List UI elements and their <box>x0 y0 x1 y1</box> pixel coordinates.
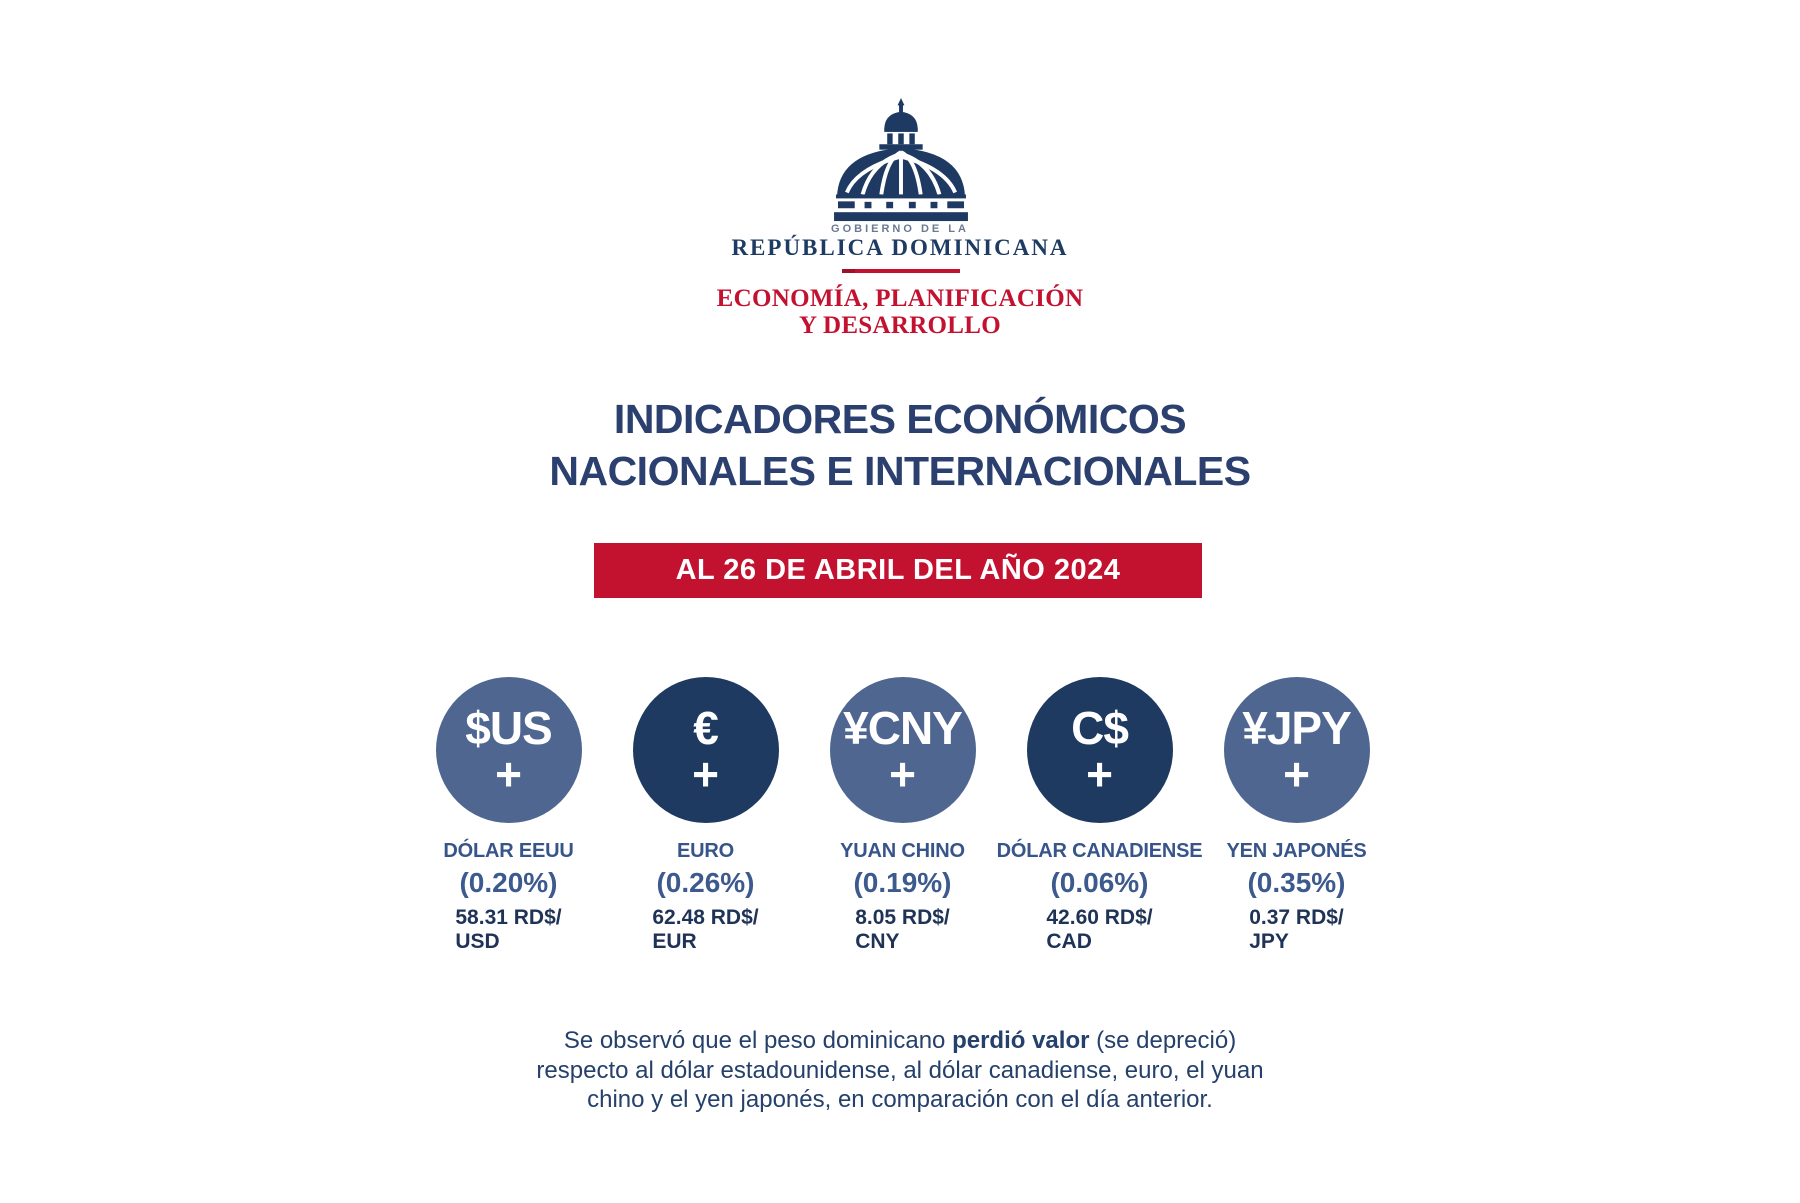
currency-rate: 8.05 RD$/ CNY <box>855 906 950 953</box>
brand-divider <box>842 269 960 273</box>
currency-name: YEN JAPONÉS <box>1226 840 1367 862</box>
currency-change-percent: (0.26%) <box>656 867 755 898</box>
currency-rate-value: 42.60 RD$/ <box>1046 906 1153 929</box>
summary-line: Se observó que el peso dominicano perdió… <box>563 1027 1237 1054</box>
page-title: INDICADORES ECONÓMICOS NACIONALES E INTE… <box>0 393 1800 497</box>
date-banner-label: AL 26 DE ABRIL DEL AÑO 2024 <box>675 554 1121 586</box>
currency-circle: $US + <box>435 677 582 823</box>
summary-paragraph: Se observó que el peso dominicano perdió… <box>0 1026 1800 1115</box>
currency-rate-unit: EUR <box>652 929 697 953</box>
ministry-line-1: ECONOMÍA, PLANIFICACIÓN <box>716 285 1084 312</box>
indicator-usd: $US + DÓLAR EEUU (0.20%) 58.31 RD$/ USD <box>410 677 607 953</box>
ministry-line-2: Y DESARROLLO <box>798 311 1001 339</box>
government-line: GOBIERNO DE LA <box>831 223 969 235</box>
ministry-name: ECONOMÍA, PLANIFICACIÓN Y DESARROLLO <box>0 285 1800 339</box>
currency-name: DÓLAR CANADIENSE <box>996 840 1203 862</box>
page-title-line-1: INDICADORES ECONÓMICOS <box>613 396 1187 442</box>
indicators-row: $US + DÓLAR EEUU (0.20%) 58.31 RD$/ USD … <box>410 677 1395 953</box>
indicator-jpy: ¥JPY + YEN JAPONÉS (0.35%) 0.37 RD$/ JPY <box>1198 677 1395 953</box>
currency-rate-value: 58.31 RD$/ <box>455 906 562 929</box>
currency-rate-unit: USD <box>455 929 500 953</box>
indicator-eur: € + EURO (0.26%) 62.48 RD$/ EUR <box>607 677 804 953</box>
currency-symbol: ¥JPY <box>1242 702 1352 755</box>
currency-name: YUAN CHINO <box>840 840 965 862</box>
currency-symbol: $US <box>465 702 552 755</box>
currency-circle: C$ + <box>1026 677 1173 823</box>
currency-symbol: C$ <box>1071 702 1129 755</box>
brand-divider-cap <box>842 269 855 273</box>
currency-rate-unit: CAD <box>1046 929 1092 953</box>
date-banner: AL 26 DE ABRIL DEL AÑO 2024 <box>594 543 1202 598</box>
currency-rate: 42.60 RD$/ CAD <box>1046 906 1152 953</box>
currency-rate-unit: JPY <box>1249 929 1289 953</box>
page-title-line-2: NACIONALES E INTERNACIONALES <box>549 448 1251 494</box>
currency-rate-unit: CNY <box>855 929 900 953</box>
currency-change-percent: (0.19%) <box>853 867 952 898</box>
currency-circle: ¥JPY + <box>1223 677 1370 823</box>
plus-icon: + <box>889 748 916 801</box>
currency-symbol: ¥CNY <box>843 702 963 755</box>
currency-rate-value: 0.37 RD$/ <box>1249 906 1344 929</box>
currency-change-percent: (0.35%) <box>1247 867 1346 898</box>
plus-icon: + <box>692 748 719 801</box>
currency-rate-value: 62.48 RD$/ <box>652 906 759 929</box>
plus-icon: + <box>1283 748 1310 801</box>
currency-rate-value: 8.05 RD$/ <box>855 906 950 929</box>
national-palace-dome-icon <box>834 97 968 222</box>
currency-name: EURO <box>677 840 734 862</box>
currency-circle: ¥CNY + <box>829 677 976 823</box>
currency-rate: 0.37 RD$/ JPY <box>1249 906 1344 953</box>
currency-name: DÓLAR EEUU <box>443 840 574 862</box>
currency-change-percent: (0.20%) <box>459 867 558 898</box>
currency-symbol: € <box>693 702 719 755</box>
summary-line: chino y el yen japonés, en comparación c… <box>587 1086 1213 1113</box>
plus-icon: + <box>495 748 522 801</box>
currency-rate: 62.48 RD$/ EUR <box>652 906 758 953</box>
currency-change-percent: (0.06%) <box>1050 867 1149 898</box>
summary-line: respecto al dólar estadounidense, al dól… <box>536 1056 1264 1084</box>
currency-rate: 58.31 RD$/ USD <box>455 906 561 953</box>
republic-line: REPÚBLICA DOMINICANA <box>731 235 1069 260</box>
currency-circle: € + <box>632 677 779 823</box>
indicator-cad: C$ + DÓLAR CANADIENSE (0.06%) 42.60 RD$/… <box>997 677 1203 953</box>
indicator-cny: ¥CNY + YUAN CHINO (0.19%) 8.05 RD$/ CNY <box>804 677 1001 953</box>
plus-icon: + <box>1086 748 1113 801</box>
